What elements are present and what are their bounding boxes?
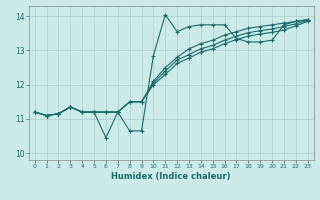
X-axis label: Humidex (Indice chaleur): Humidex (Indice chaleur) [111, 172, 231, 181]
